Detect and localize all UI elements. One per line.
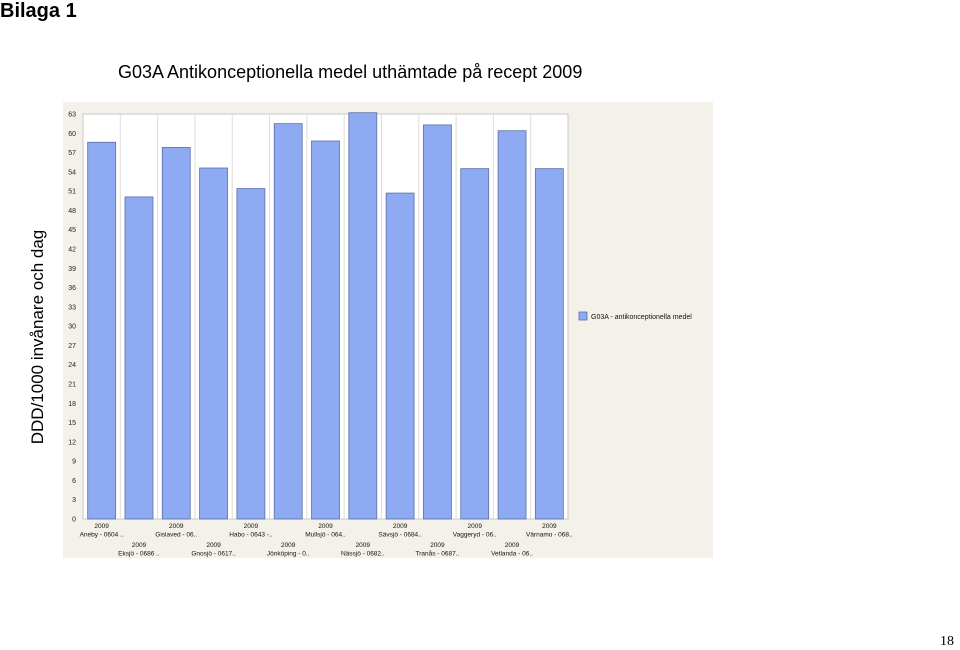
x-tick-year: 2009: [393, 523, 408, 530]
y-tick-label: 12: [68, 439, 76, 446]
legend-label: G03A - antikonceptionella medel: [591, 314, 692, 321]
x-tick-label: Jönköping - 0..: [267, 551, 310, 558]
y-tick-label: 27: [68, 343, 76, 350]
bar-chart: 0369121518212427303336394245485154576063…: [68, 112, 692, 558]
x-tick-year: 2009: [94, 523, 109, 530]
bar: [124, 196, 154, 520]
x-tick-year: 2009: [356, 542, 371, 549]
bar: [534, 168, 564, 520]
x-tick-label: Eksjö - 0686 ..: [118, 551, 160, 558]
x-tick-label: Vetlanda - 06..: [491, 551, 533, 558]
y-tick-label: 36: [68, 285, 76, 292]
y-tick-label: 63: [68, 112, 76, 119]
bar: [273, 123, 303, 520]
x-tick-year: 2009: [505, 542, 520, 549]
chart-title: G03A Antikonceptionella medel uthämtade …: [118, 62, 583, 82]
y-tick-label: 45: [68, 227, 76, 234]
y-tick-label: 33: [68, 304, 76, 311]
y-tick-label: 15: [68, 420, 76, 427]
y-tick-label: 42: [68, 247, 76, 254]
y-tick-label: 3: [72, 497, 76, 504]
x-tick-year: 2009: [467, 523, 482, 530]
x-tick-label: Gislaved - 06..: [155, 532, 197, 539]
x-tick-label: Tranås - 0687..: [416, 550, 460, 558]
y-tick-label: 30: [68, 324, 76, 331]
y-axis-label-container: DDD/1000 invånare och dag: [26, 212, 50, 462]
y-tick-label: 0: [72, 517, 76, 524]
bar: [199, 167, 228, 520]
y-tick-label: 24: [68, 362, 76, 369]
page-heading: Bilaga 1: [0, 0, 77, 22]
x-tick-label: Habo - 0643 -..: [229, 532, 273, 539]
bar: [385, 192, 415, 520]
bar: [161, 147, 191, 520]
x-tick-label: Mullsjö - 064..: [305, 532, 346, 539]
page-number: 18: [940, 634, 954, 649]
x-tick-label: Sävsjö - 0684..: [378, 532, 422, 539]
bar: [460, 168, 490, 520]
x-tick-year: 2009: [430, 542, 445, 549]
y-tick-label: 57: [68, 150, 76, 157]
x-tick-year: 2009: [244, 523, 259, 530]
x-tick-label: Nässjö - 0682..: [341, 551, 385, 558]
x-tick-year: 2009: [169, 523, 184, 530]
bar: [348, 112, 378, 520]
y-axis-label: DDD/1000 invånare och dag: [28, 229, 47, 445]
y-tick-label: 21: [68, 382, 76, 389]
bar: [423, 124, 452, 520]
x-tick-label: Aneby - 0604 ..: [80, 532, 124, 539]
bar: [497, 130, 527, 520]
y-tick-label: 9: [72, 459, 76, 466]
y-tick-label: 51: [68, 189, 76, 196]
y-tick-label: 18: [68, 401, 76, 408]
x-tick-year: 2009: [132, 542, 147, 549]
x-tick-label: Gnosjö - 0617..: [191, 551, 236, 558]
x-tick-label: Vaggeryd - 06..: [453, 532, 497, 539]
x-tick-year: 2009: [318, 523, 333, 530]
bar: [311, 140, 340, 520]
x-tick-year: 2009: [281, 542, 296, 549]
legend-swatch: [578, 311, 588, 321]
y-tick-label: 60: [68, 131, 76, 138]
x-tick-label: Värnamo - 068..: [526, 532, 573, 539]
y-tick-label: 39: [68, 266, 76, 273]
y-tick-label: 6: [72, 478, 76, 485]
y-tick-label: 54: [68, 169, 76, 176]
bar: [236, 188, 266, 520]
x-tick-year: 2009: [542, 523, 557, 530]
y-tick-label: 48: [68, 208, 76, 215]
bar: [87, 141, 117, 520]
x-tick-year: 2009: [206, 542, 221, 549]
